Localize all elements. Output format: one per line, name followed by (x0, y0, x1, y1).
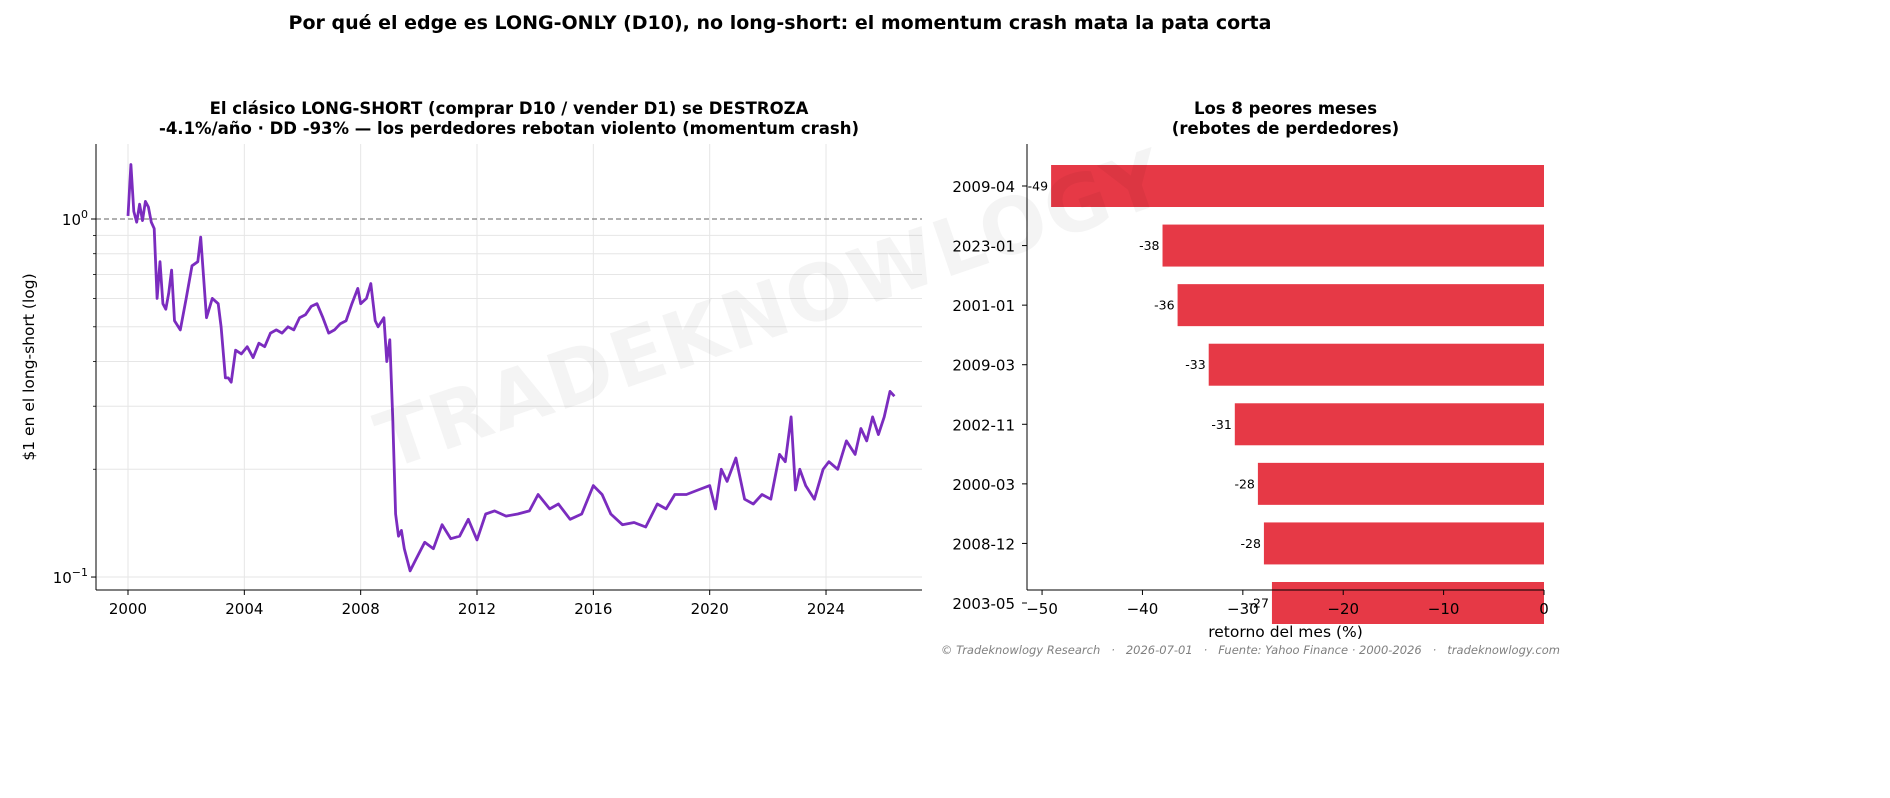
x-tick-label: 2004 (225, 600, 263, 618)
x-tick-label: 2000 (109, 600, 147, 618)
bar-chart: -49 2009-04 -38 2023-01 -36 2001-01 -33 2009-03… (952, 144, 1549, 641)
y-tick-label: 2009-03 (952, 357, 1015, 375)
y-tick-label: 2023-01 (952, 238, 1015, 256)
bar (1257, 462, 1544, 505)
x-tick-label: −30 (1227, 600, 1259, 618)
x-tick-label: 2012 (458, 600, 496, 618)
x-tick-label: −20 (1327, 600, 1359, 618)
bar-value-label: -38 (1139, 238, 1159, 253)
bar-value-label: -36 (1154, 298, 1174, 313)
bar-value-label: -33 (1185, 357, 1205, 372)
bar-chart-title-line1: Los 8 peores meses (1193, 99, 1378, 118)
bar (1271, 582, 1544, 624)
line-chart-title-line1: El clásico LONG-SHORT (comprar D10 / ven… (209, 99, 809, 118)
x-tick-label: 2020 (691, 600, 729, 618)
y-axis-label: $1 en el long-short (log) (20, 273, 38, 460)
y-tick-label: 2009-04 (952, 178, 1015, 196)
y-tick-label: 2000-03 (952, 476, 1015, 494)
y-tick-label: 2003-05 (952, 595, 1015, 613)
y-tick-label: 2002-11 (952, 416, 1015, 434)
bar (1263, 522, 1544, 565)
x-axis-label: retorno del mes (%) (1208, 623, 1363, 641)
y-tick-base: 10 (53, 569, 72, 587)
series-line (126, 163, 896, 573)
bar (1234, 403, 1544, 446)
y-tick-label: 100 (62, 208, 88, 229)
y-tick-label: 2001-01 (952, 297, 1015, 315)
bar (1177, 284, 1544, 327)
line-chart-title: El clásico LONG-SHORT (comprar D10 / ven… (96, 99, 922, 139)
bar-value-label: -31 (1211, 417, 1231, 432)
bar-value-label: -49 (1028, 179, 1048, 194)
footer-credits: © Tradeknowlogy Research · 2026-07-01 · … (940, 643, 1560, 657)
bar-value-label: -28 (1234, 476, 1254, 491)
x-tick-label: 2024 (807, 600, 845, 618)
y-tick-label: 2008-12 (952, 535, 1015, 553)
y-tick-exponent: 0 (81, 208, 88, 221)
bar-value-label: -28 (1240, 536, 1260, 551)
figure-title: Por qué el edge es LONG-ONLY (D10), no l… (288, 12, 1272, 34)
x-tick-label: 2016 (574, 600, 612, 618)
bar (1051, 165, 1544, 207)
x-tick-label: 0 (1539, 600, 1549, 618)
line-chart-title-line2: -4.1%/año · DD -93% — los perdedores reb… (158, 119, 860, 138)
bar-chart-title-line2: (rebotes de perdedores) (1171, 119, 1400, 138)
y-tick-label: 10−1 (53, 566, 88, 587)
bar (1162, 224, 1544, 267)
bar-chart-title: Los 8 peores meses (rebotes de perdedore… (1027, 99, 1544, 139)
y-tick-exponent: −1 (72, 566, 88, 579)
watermark: TRADEKNOWLOGY (366, 133, 1178, 488)
x-tick-label: −40 (1127, 600, 1159, 618)
x-tick-label: 2008 (342, 600, 380, 618)
x-tick-label: −50 (1026, 600, 1058, 618)
x-tick-label: −10 (1428, 600, 1460, 618)
bar-value-label: -27 (1249, 596, 1269, 611)
bar (1208, 343, 1544, 386)
y-tick-base: 10 (62, 211, 81, 229)
